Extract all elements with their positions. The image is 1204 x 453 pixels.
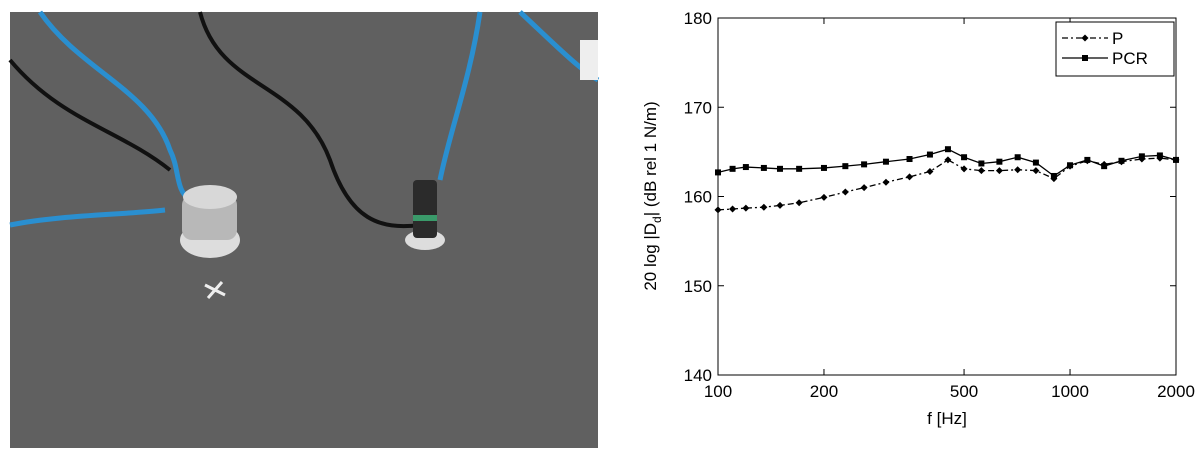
marker xyxy=(1084,156,1091,163)
marker xyxy=(882,178,890,186)
legend-marker xyxy=(1081,34,1089,42)
marker xyxy=(841,188,849,196)
marker xyxy=(926,151,933,158)
chalk-mark xyxy=(204,281,226,299)
y-label-sub: d xyxy=(650,216,664,223)
marker xyxy=(1138,153,1145,160)
black-cable xyxy=(198,11,421,229)
y-label-part: | (dB rel 1 N/m) xyxy=(641,101,660,216)
marker xyxy=(882,158,889,165)
legend-box xyxy=(1055,21,1175,77)
x-tick-label: 100 xyxy=(704,382,732,401)
marker xyxy=(729,205,737,213)
x-tick-label: 500 xyxy=(950,382,978,401)
marker xyxy=(1067,162,1074,169)
y-axis-label: 20 log |Dd| (dB rel 1 N/m) xyxy=(641,101,664,290)
marker xyxy=(776,201,784,209)
marker xyxy=(715,169,721,176)
y-tick-label: 150 xyxy=(684,277,712,296)
marker xyxy=(820,193,828,201)
y-tick-label: 170 xyxy=(684,98,712,117)
sensor-top xyxy=(183,185,237,209)
marker xyxy=(1032,159,1039,166)
marker xyxy=(742,204,750,212)
sensor xyxy=(413,180,437,238)
marker xyxy=(861,161,868,168)
blue-cable xyxy=(437,11,483,181)
marker xyxy=(977,167,985,175)
marker xyxy=(944,156,952,164)
marker xyxy=(1156,152,1163,159)
series-line xyxy=(717,157,1177,211)
marker xyxy=(796,165,803,172)
marker xyxy=(729,165,736,172)
marker xyxy=(978,160,985,167)
x-tick-label: 2000 xyxy=(1157,382,1195,401)
legend-label: P xyxy=(1112,29,1123,48)
marker xyxy=(820,164,827,171)
marker xyxy=(714,206,722,214)
x-tick-label: 1000 xyxy=(1051,382,1089,401)
marker xyxy=(1014,166,1022,174)
marker xyxy=(926,168,934,176)
legend-marker xyxy=(1082,55,1088,61)
black-cable xyxy=(8,58,172,172)
marker xyxy=(1014,154,1021,161)
asphalt-shade xyxy=(10,12,598,448)
asphalt xyxy=(10,12,598,448)
equipment xyxy=(580,40,598,80)
marker xyxy=(760,203,768,211)
marker xyxy=(760,164,767,171)
marker xyxy=(906,156,913,163)
x-tick-label: 200 xyxy=(810,382,838,401)
marker xyxy=(944,146,951,153)
marker xyxy=(960,165,968,173)
marker xyxy=(1118,157,1125,164)
marker xyxy=(1050,172,1057,179)
legend-label: PCR xyxy=(1112,49,1148,68)
marker xyxy=(995,167,1003,175)
blue-cable xyxy=(37,10,192,203)
marker xyxy=(1101,163,1108,170)
marker xyxy=(1032,167,1040,175)
y-tick-label: 140 xyxy=(684,366,712,385)
marker xyxy=(795,199,803,207)
marker xyxy=(860,184,868,192)
marker xyxy=(742,164,749,171)
blue-cable xyxy=(9,207,166,228)
y-tick-label: 160 xyxy=(684,188,712,207)
marker xyxy=(906,173,914,181)
marker xyxy=(842,163,849,170)
marker xyxy=(776,165,783,172)
photo xyxy=(8,10,600,448)
y-label-part: 20 log |D xyxy=(641,223,660,291)
marker xyxy=(996,158,1003,165)
series-line xyxy=(717,148,1177,177)
x-axis-label: f [Hz] xyxy=(927,409,967,428)
sensor-band xyxy=(413,215,437,221)
marker xyxy=(961,154,968,161)
y-tick-label: 180 xyxy=(684,9,712,28)
marker xyxy=(1173,156,1179,163)
